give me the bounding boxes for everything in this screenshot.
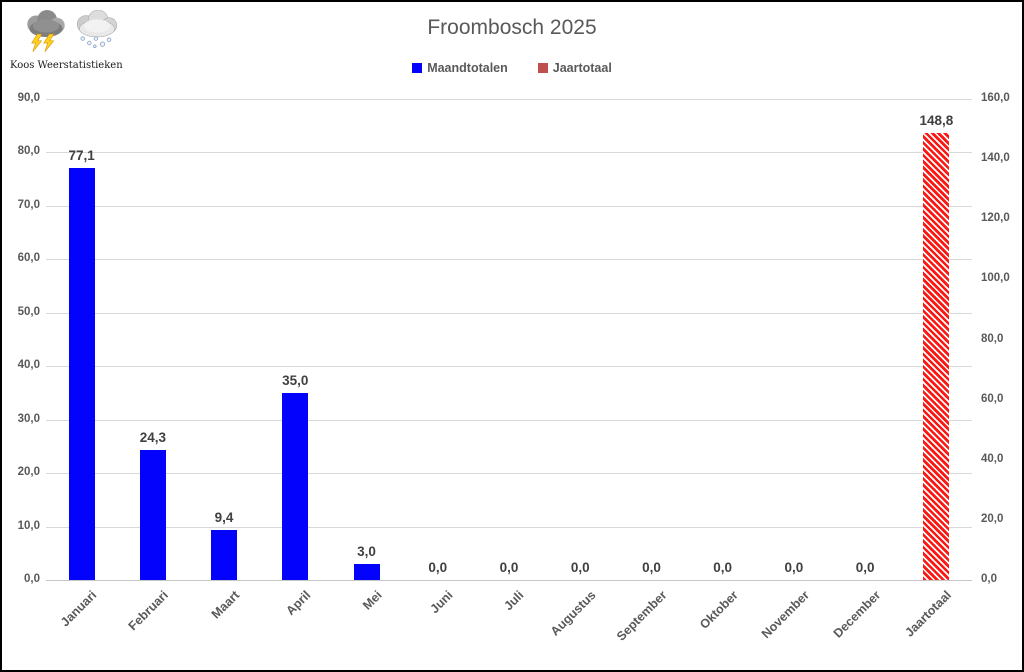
bar-februari <box>139 450 166 580</box>
gridline <box>46 312 972 314</box>
value-label: 0,0 <box>428 560 448 575</box>
left-axis-tick: 90,0 <box>17 92 40 104</box>
bar-mei <box>353 563 380 580</box>
chart-title: Froombosch 2025 <box>427 16 597 39</box>
gridline <box>46 366 972 368</box>
right-axis-tick: 140,0 <box>981 152 1010 165</box>
x-axis-label-mei: Mei <box>359 588 385 613</box>
value-label: 0,0 <box>855 560 875 575</box>
x-axis-label-januari: Januari <box>58 588 100 630</box>
storm-cloud-icon <box>27 10 65 53</box>
x-axis-label-oktober: Oktober <box>696 588 741 632</box>
x-axis-label-maart: Maart <box>208 588 242 622</box>
gridline <box>46 99 972 100</box>
gridline <box>46 419 972 421</box>
x-axis-label-september: September <box>613 588 670 644</box>
right-axis: 160,0 140,0 120,0 100,0 80,0 60,0 40,0 20,0 0,0 <box>981 92 1022 585</box>
value-label: 0,0 <box>784 560 804 575</box>
right-axis-tick: 60,0 <box>981 392 1004 405</box>
value-label: 35,0 <box>282 372 309 388</box>
snow-cloud-icon <box>76 10 118 49</box>
left-axis-tick: 20,0 <box>17 466 40 479</box>
logo-icons <box>24 10 160 54</box>
x-axis-label-juni: Juni <box>427 588 456 617</box>
left-axis-tick: 80,0 <box>17 145 40 158</box>
gridline <box>46 580 972 581</box>
left-axis-tick: 60,0 <box>17 252 40 265</box>
branding-name: Koos Weerstatistieken <box>10 60 123 71</box>
right-axis-tick: 120,0 <box>981 212 1010 225</box>
x-axis-label-augustus: Augustus <box>547 588 599 639</box>
value-label: 24,3 <box>139 430 166 446</box>
legend-item-jaartotaal: Jaartotaal <box>537 61 612 75</box>
value-label: 0,0 <box>570 560 590 575</box>
right-axis-tick: 160,0 <box>981 92 1010 104</box>
x-axis-label-juli: Juli <box>501 588 527 614</box>
x-axis-label-februari: Februari <box>125 588 171 634</box>
legend-label: Maandtotalen <box>427 61 508 75</box>
right-axis-tick: 40,0 <box>981 452 1004 465</box>
x-axis-label-jaartotaal: Jaartotaal <box>902 588 955 640</box>
x-axis-label-november: November <box>758 588 812 642</box>
bar-jaartotaal <box>923 132 950 580</box>
gridline <box>46 205 972 207</box>
value-label: 0,0 <box>499 560 519 575</box>
left-axis-tick: 0,0 <box>24 573 40 585</box>
gridline <box>46 526 972 528</box>
gridline <box>46 473 972 475</box>
x-axis-label-december: December <box>830 588 884 641</box>
left-axis-tick: 50,0 <box>17 305 40 318</box>
legend: Maandtotalen Jaartotaal <box>2 61 1022 75</box>
branding-logo: Koos Weerstatistieken <box>10 10 160 71</box>
x-axis: Januari Februari Maart April Mei Juni Juli Augu… <box>46 586 972 666</box>
value-label: 77,1 <box>68 147 95 163</box>
value-label: 0,0 <box>642 560 661 575</box>
value-label: 0,0 <box>713 560 733 575</box>
value-label: 148,8 <box>919 112 954 128</box>
right-axis-tick: 20,0 <box>981 512 1004 525</box>
right-axis-tick: 80,0 <box>981 332 1004 345</box>
bar-maart <box>211 529 238 580</box>
left-axis-tick: 10,0 <box>17 519 40 532</box>
left-axis-tick: 70,0 <box>17 198 40 211</box>
gridline <box>46 259 972 261</box>
left-axis: 90,0 80,0 70,0 60,0 50,0 40,0 30,0 20,0 10,0 0,0 <box>2 92 40 585</box>
right-axis-tick: 0,0 <box>981 573 997 585</box>
plot-area: 77,1 24,3 9,4 35,0 3,0 0,0 0,0 0,0 0,0 0,0 0,0 0,0 1… <box>46 99 972 581</box>
value-label: 3,0 <box>357 543 376 559</box>
bar-januari <box>68 167 95 580</box>
gridline <box>46 152 972 154</box>
x-axis-label-april: April <box>283 588 314 619</box>
legend-swatch-icon <box>412 63 423 73</box>
value-label: 9,4 <box>214 509 234 525</box>
right-axis-tick: 100,0 <box>981 272 1010 285</box>
legend-swatch-icon <box>537 63 548 73</box>
legend-item-maandtotalen: Maandtotalen <box>412 61 508 75</box>
legend-label: Jaartotaal <box>552 61 612 75</box>
left-axis-tick: 30,0 <box>17 412 40 425</box>
bar-april <box>282 392 309 580</box>
left-axis-tick: 40,0 <box>17 359 40 372</box>
